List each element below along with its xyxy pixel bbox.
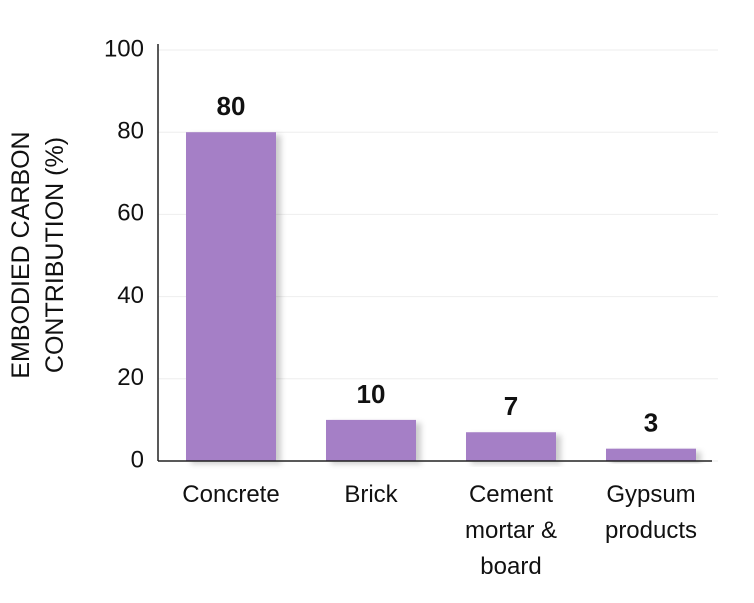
y-axis-label: EMBODIED CARBON CONTRIBUTION (%) [7, 131, 69, 379]
bar [326, 419, 416, 461]
x-tick-label: Concrete [182, 481, 280, 508]
x-tick-label: Gypsum products [604, 481, 698, 544]
x-tick-label: Cement mortar & board [464, 481, 557, 580]
x-tick-label: Brick [344, 481, 398, 508]
value-label: 3 [644, 408, 658, 438]
bar [466, 432, 556, 461]
value-label: 7 [504, 391, 518, 421]
y-tick-label: 80 [117, 118, 144, 145]
value-label: 10 [357, 379, 386, 409]
bar [606, 448, 696, 461]
y-tick-label: 40 [117, 282, 144, 309]
value-label: 80 [217, 91, 246, 121]
y-tick-label: 100 [104, 35, 144, 62]
bar [186, 132, 276, 461]
y-tick-label: 0 [131, 446, 144, 473]
y-tick-label: 20 [117, 364, 144, 391]
y-tick-label: 60 [117, 200, 144, 227]
